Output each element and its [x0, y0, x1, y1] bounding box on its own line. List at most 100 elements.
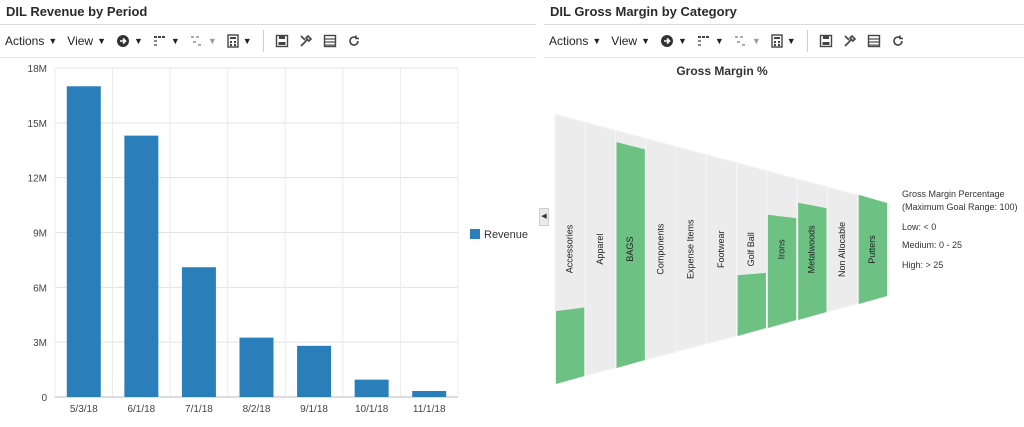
- category-label: Expense Items: [686, 219, 696, 279]
- revenue-y-axis: 0 3M 6M 9M 12M 15M 18M: [28, 64, 48, 404]
- legend-high: High: > 25: [902, 260, 943, 270]
- gross-margin-category-labels: Accessories Apparel BAGS Components Expense …: [565, 219, 878, 279]
- view-label: View: [611, 34, 638, 48]
- view-menu[interactable]: View ▼: [62, 29, 111, 53]
- category-label: Components: [655, 223, 665, 275]
- legend-medium: Medium: 0 - 25: [902, 240, 962, 250]
- x-tick-label: 5/3/18: [70, 404, 98, 415]
- columns-button[interactable]: ▼: [692, 29, 729, 53]
- category-label: Apparel: [595, 234, 605, 265]
- gross-margin-bar[interactable]: [556, 307, 585, 384]
- revenue-bar[interactable]: [239, 337, 274, 397]
- gross-margin-bar[interactable]: [737, 272, 766, 336]
- gross-margin-toolbar: Actions ▼ View ▼ ▼ ▼ ▼ ▼: [544, 24, 1024, 58]
- view-menu[interactable]: View ▼: [606, 29, 655, 53]
- caret-down-icon: ▼: [751, 36, 761, 46]
- navigate-icon: [117, 35, 129, 47]
- filter-button[interactable]: ▼: [185, 29, 222, 53]
- caret-down-icon: ▼: [97, 36, 106, 46]
- gross-margin-bars: [556, 142, 887, 384]
- y-tick-label: 12M: [28, 174, 47, 185]
- save-icon: [275, 34, 288, 48]
- table-view-button[interactable]: [862, 29, 886, 53]
- navigate-icon: [661, 35, 673, 47]
- revenue-bar-chart: 0 3M 6M 9M 12M 15M 18M 5/3/18 6/1/18 7/1/18 8/2/1…: [28, 64, 529, 415]
- actions-label: Actions: [549, 34, 589, 48]
- x-tick-label: 11/1/18: [413, 404, 446, 415]
- revenue-bar[interactable]: [124, 135, 159, 397]
- revenue-bar[interactable]: [181, 267, 216, 397]
- caret-down-icon: ▼: [592, 36, 602, 46]
- filter-icon: [190, 36, 201, 46]
- gross-margin-bar[interactable]: [858, 194, 887, 304]
- legend-title-line1: Gross Margin Percentage: [902, 189, 1005, 199]
- tools-button[interactable]: [838, 29, 862, 53]
- revenue-bar[interactable]: [66, 86, 101, 398]
- filter-button[interactable]: ▼: [729, 29, 766, 53]
- refresh-icon: [892, 35, 903, 46]
- columns-icon: [153, 36, 165, 46]
- caret-down-icon: ▼: [48, 36, 58, 46]
- revenue-bar[interactable]: [297, 345, 332, 397]
- x-tick-label: 6/1/18: [127, 404, 155, 415]
- category-label: Accessories: [565, 224, 575, 273]
- category-label: BAGS: [625, 237, 635, 262]
- tools-icon: [844, 34, 856, 47]
- revenue-bar[interactable]: [354, 379, 389, 397]
- calculator-icon: [227, 34, 239, 48]
- columns-icon: [697, 36, 709, 46]
- y-tick-label: 6M: [33, 283, 47, 294]
- category-label: Metalwoods: [807, 225, 817, 274]
- revenue-x-axis: 5/3/18 6/1/18 7/1/18 8/2/18 9/1/18 10/1/18 11/…: [70, 404, 446, 415]
- calculator-button[interactable]: ▼: [766, 29, 801, 53]
- x-tick-label: 9/1/18: [300, 404, 328, 415]
- collapse-panel-handle[interactable]: ◀: [539, 208, 549, 226]
- legend-low: Low: < 0: [902, 222, 936, 232]
- refresh-button[interactable]: [886, 29, 910, 53]
- legend-title-line2: (Maximum Goal Range: 100): [902, 202, 1018, 212]
- navigate-button[interactable]: ▼: [655, 29, 692, 53]
- legend-swatch-revenue: [470, 229, 480, 239]
- table-view-button[interactable]: [318, 29, 342, 53]
- x-tick-label: 8/2/18: [243, 404, 271, 415]
- caret-down-icon: ▼: [207, 36, 217, 46]
- category-label: Putters: [867, 235, 877, 264]
- columns-button[interactable]: ▼: [148, 29, 185, 53]
- save-button[interactable]: [814, 29, 838, 53]
- revenue-bars: [66, 86, 447, 398]
- gross-margin-legend: Gross Margin Percentage (Maximum Goal Ra…: [902, 189, 1018, 270]
- refresh-icon: [348, 35, 359, 46]
- save-icon: [819, 34, 832, 48]
- calculator-button[interactable]: ▼: [222, 29, 257, 53]
- gross-margin-bar[interactable]: [767, 214, 797, 328]
- gross-margin-panel: DIL Gross Margin by Category Actions ▼ V…: [544, 0, 1024, 427]
- caret-down-icon: ▼: [641, 36, 650, 46]
- revenue-legend: Revenue: [470, 229, 528, 241]
- y-tick-label: 18M: [28, 64, 47, 75]
- caret-down-icon: ▼: [170, 36, 180, 46]
- category-label: Irons: [776, 239, 786, 260]
- tools-button[interactable]: [294, 29, 318, 53]
- calculator-icon: [771, 34, 783, 48]
- revenue-toolbar: Actions ▼ View ▼ ▼ ▼ ▼ ▼: [0, 24, 536, 58]
- category-label: Footwear: [716, 230, 726, 268]
- toolbar-divider: [806, 30, 808, 52]
- caret-down-icon: ▼: [714, 36, 724, 46]
- gross-margin-funnel-chart: Gross Margin % Accessories Apparel BAGS Com…: [554, 64, 1018, 385]
- revenue-panel-title: DIL Revenue by Period: [6, 4, 148, 19]
- refresh-button[interactable]: [342, 29, 366, 53]
- x-tick-label: 7/1/18: [185, 404, 213, 415]
- save-button[interactable]: [270, 29, 294, 53]
- actions-menu[interactable]: Actions ▼: [0, 29, 62, 53]
- caret-down-icon: ▼: [786, 36, 796, 46]
- y-tick-label: 9M: [33, 229, 47, 240]
- revenue-bar[interactable]: [412, 390, 447, 397]
- actions-menu[interactable]: Actions ▼: [544, 29, 606, 53]
- view-label: View: [67, 34, 94, 48]
- gross-margin-bar[interactable]: [616, 142, 645, 368]
- toolbar-divider: [262, 30, 264, 52]
- gross-margin-bar[interactable]: [798, 202, 827, 320]
- navigate-button[interactable]: ▼: [111, 29, 148, 53]
- gross-margin-panel-title: DIL Gross Margin by Category: [550, 4, 737, 19]
- y-tick-label: 0: [41, 393, 47, 404]
